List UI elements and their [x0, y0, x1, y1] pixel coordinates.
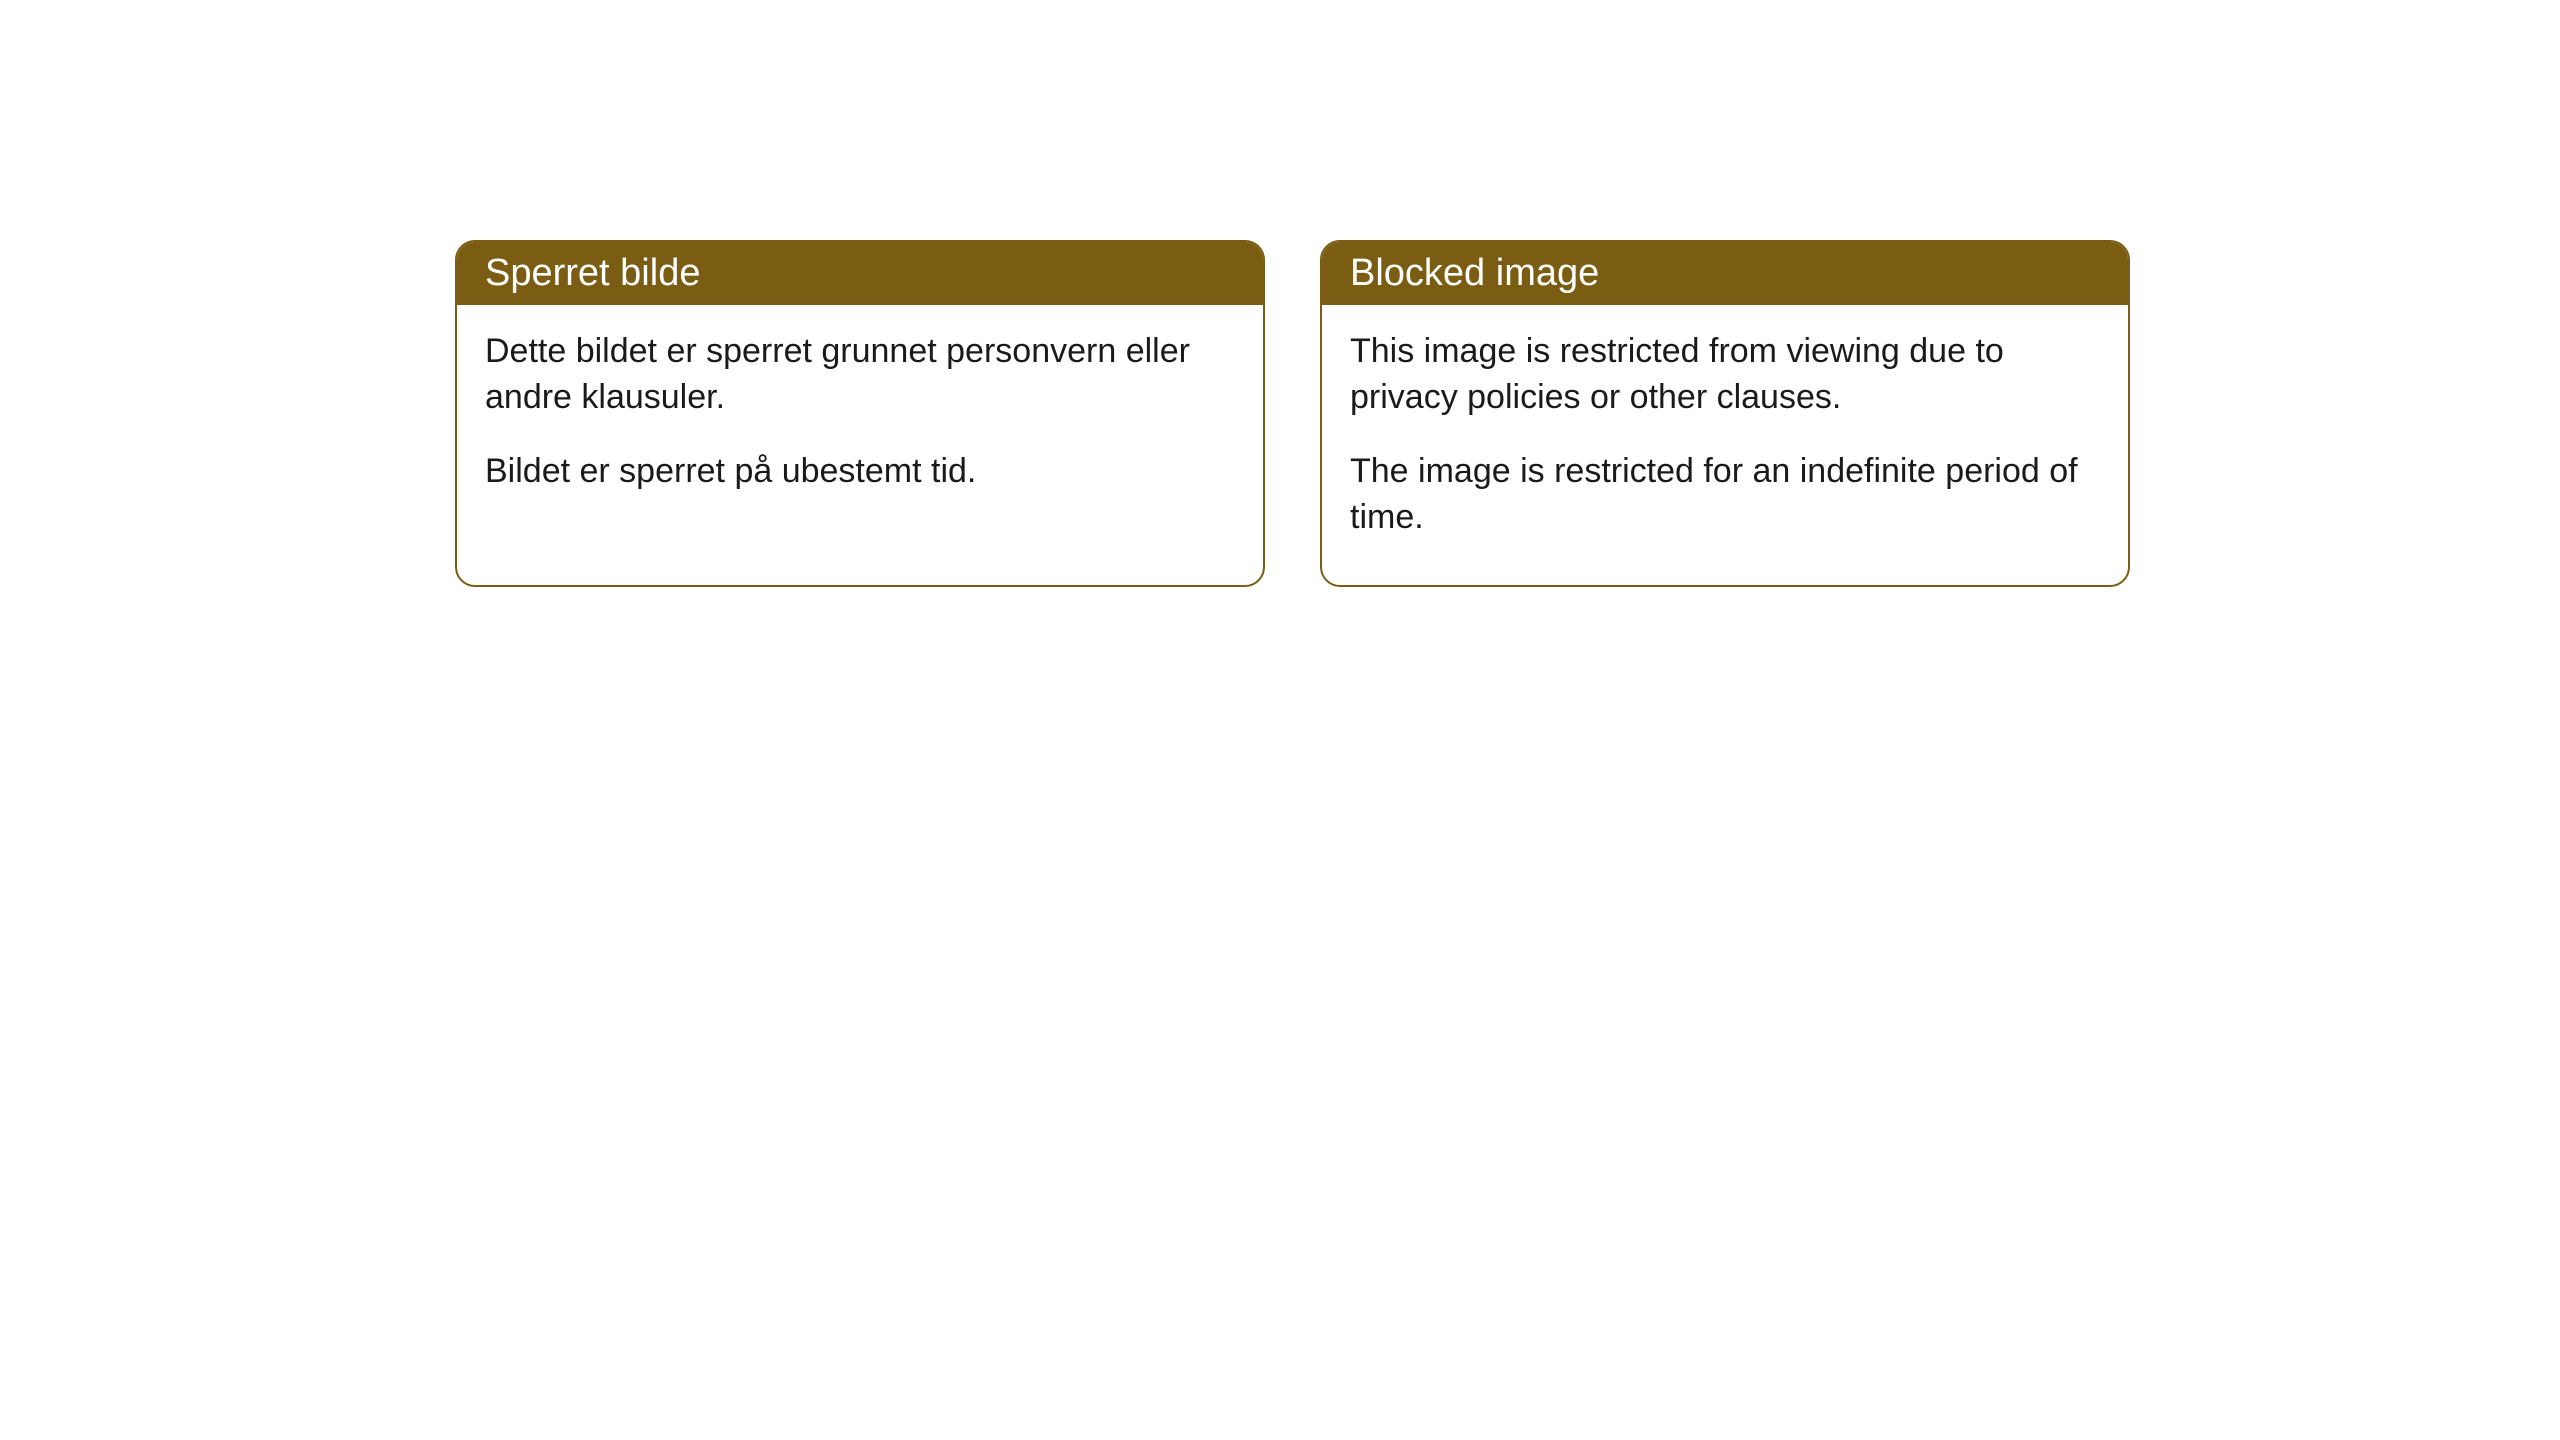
card-body: Dette bildet er sperret grunnet personve…	[457, 305, 1263, 539]
card-title: Blocked image	[1322, 242, 2128, 305]
notice-card-norwegian: Sperret bilde Dette bildet er sperret gr…	[455, 240, 1265, 587]
card-paragraph: Dette bildet er sperret grunnet personve…	[485, 329, 1235, 421]
notice-card-english: Blocked image This image is restricted f…	[1320, 240, 2130, 587]
notice-cards-container: Sperret bilde Dette bildet er sperret gr…	[0, 0, 2560, 587]
card-paragraph: This image is restricted from viewing du…	[1350, 329, 2100, 421]
card-title: Sperret bilde	[457, 242, 1263, 305]
card-paragraph: The image is restricted for an indefinit…	[1350, 449, 2100, 541]
card-paragraph: Bildet er sperret på ubestemt tid.	[485, 449, 1235, 495]
card-body: This image is restricted from viewing du…	[1322, 305, 2128, 585]
